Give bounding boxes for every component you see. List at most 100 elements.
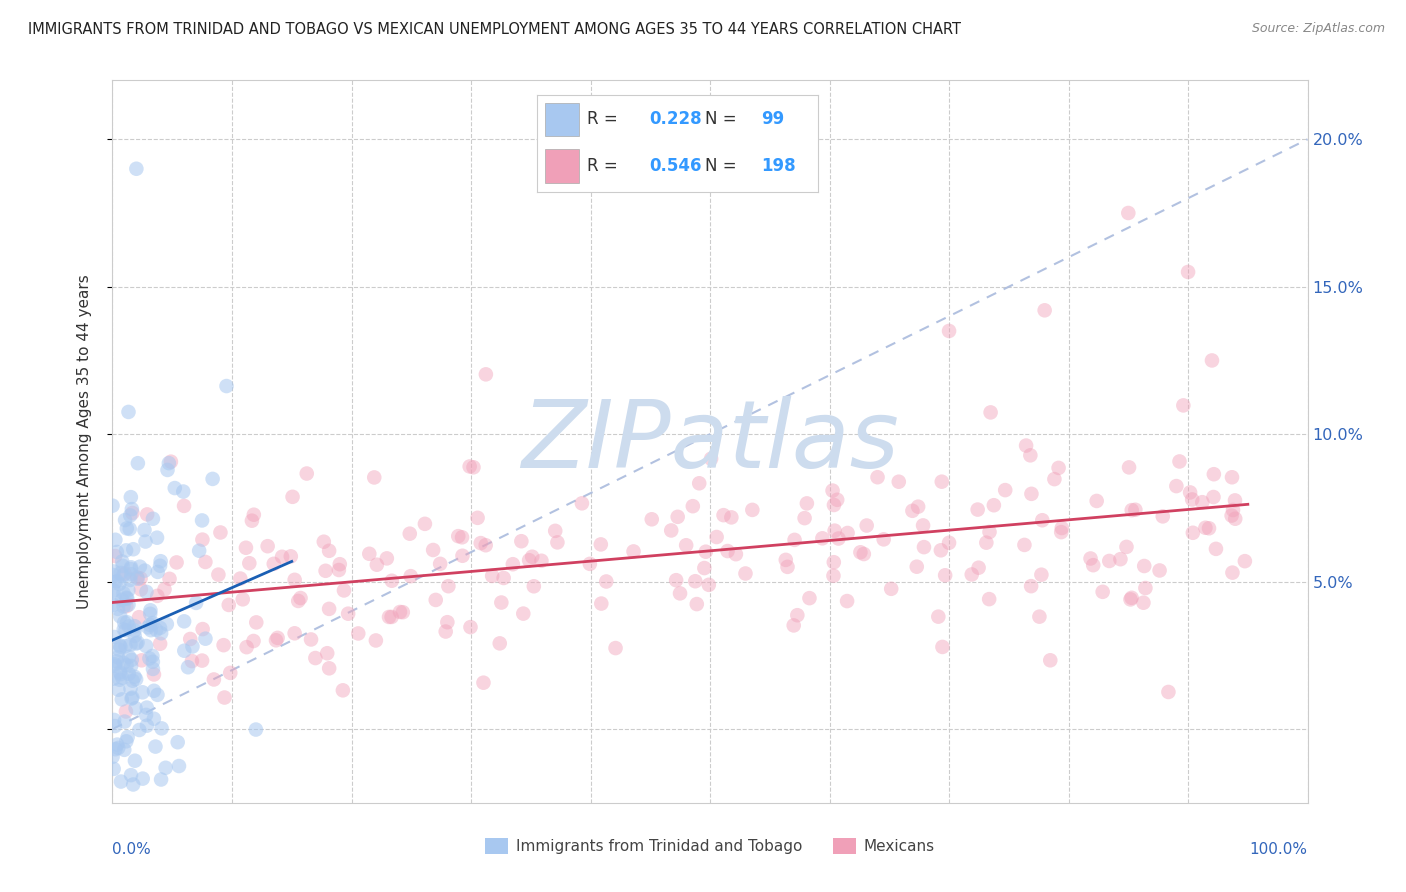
Point <box>124 670 146 684</box>
Point <box>115 658 138 673</box>
Point <box>1019 448 1042 462</box>
Point <box>105 574 128 588</box>
Point <box>115 591 138 605</box>
Point <box>1173 398 1195 412</box>
Point <box>1050 521 1073 535</box>
Y-axis label: Unemployment Among Ages 35 to 44 years: Unemployment Among Ages 35 to 44 years <box>77 274 91 609</box>
Point <box>114 624 136 638</box>
Point <box>120 681 142 696</box>
Point <box>111 554 134 568</box>
Point <box>173 615 195 629</box>
Point <box>103 589 125 603</box>
Point <box>475 368 498 382</box>
Point <box>873 533 896 547</box>
Point <box>166 556 188 570</box>
Point <box>378 610 401 624</box>
Point <box>284 626 307 640</box>
Point <box>786 608 808 623</box>
Point <box>125 636 148 650</box>
Point <box>333 583 356 598</box>
Point <box>135 719 157 733</box>
Point <box>159 572 181 586</box>
Point <box>108 673 131 687</box>
Text: 100.0%: 100.0% <box>1250 842 1308 856</box>
Point <box>110 640 132 654</box>
Point <box>150 722 173 736</box>
Point <box>125 161 148 176</box>
Point <box>474 538 496 552</box>
Point <box>451 530 474 544</box>
Point <box>666 509 689 524</box>
Point <box>101 499 124 513</box>
Point <box>104 719 127 733</box>
Point <box>121 653 143 667</box>
Point <box>131 685 153 699</box>
Point <box>1085 494 1108 508</box>
Point <box>121 502 143 516</box>
Point <box>245 723 267 737</box>
Point <box>120 659 142 673</box>
Point <box>118 649 141 664</box>
Point <box>117 598 139 612</box>
Point <box>124 624 146 638</box>
Point <box>218 598 240 612</box>
Point <box>280 549 302 564</box>
Point <box>108 665 131 680</box>
Point <box>1098 554 1121 568</box>
Point <box>1198 521 1220 535</box>
Point <box>366 558 388 572</box>
Point <box>127 456 149 470</box>
Point <box>381 610 404 624</box>
Point <box>281 490 304 504</box>
Point <box>512 607 534 621</box>
Point <box>316 646 339 660</box>
Point <box>665 573 688 587</box>
Point <box>318 602 340 616</box>
Point <box>467 511 489 525</box>
Point <box>142 512 165 526</box>
Point <box>287 594 309 608</box>
Point <box>994 483 1017 497</box>
Point <box>1019 579 1042 593</box>
Point <box>101 568 124 582</box>
Point <box>436 615 458 630</box>
Point <box>966 502 988 516</box>
Point <box>129 571 152 585</box>
Point <box>1125 502 1147 516</box>
Point <box>1080 551 1102 566</box>
Point <box>163 481 186 495</box>
Point <box>522 549 544 564</box>
Point <box>659 524 682 538</box>
Point <box>318 661 340 675</box>
Point <box>134 523 156 537</box>
Point <box>328 563 350 577</box>
Point <box>142 683 165 698</box>
Point <box>363 470 385 484</box>
Point <box>1118 206 1140 220</box>
Point <box>125 673 148 687</box>
Point <box>1135 581 1157 595</box>
Point <box>688 476 710 491</box>
Point <box>1015 438 1038 452</box>
Point <box>713 508 735 523</box>
Point <box>929 543 952 558</box>
Point <box>1220 470 1243 484</box>
Point <box>855 518 877 533</box>
Point <box>149 558 172 573</box>
Point <box>591 597 613 611</box>
Point <box>115 599 138 614</box>
Point <box>451 549 474 563</box>
Point <box>983 498 1005 512</box>
Point <box>907 500 929 514</box>
Point <box>938 324 960 338</box>
Point <box>571 496 593 510</box>
Point <box>266 631 288 645</box>
Point <box>434 624 457 639</box>
Point <box>138 651 160 665</box>
Point <box>214 690 236 705</box>
Point <box>976 535 998 549</box>
Point <box>605 641 627 656</box>
Point <box>243 508 266 522</box>
Point <box>110 774 132 789</box>
Point <box>934 568 956 582</box>
